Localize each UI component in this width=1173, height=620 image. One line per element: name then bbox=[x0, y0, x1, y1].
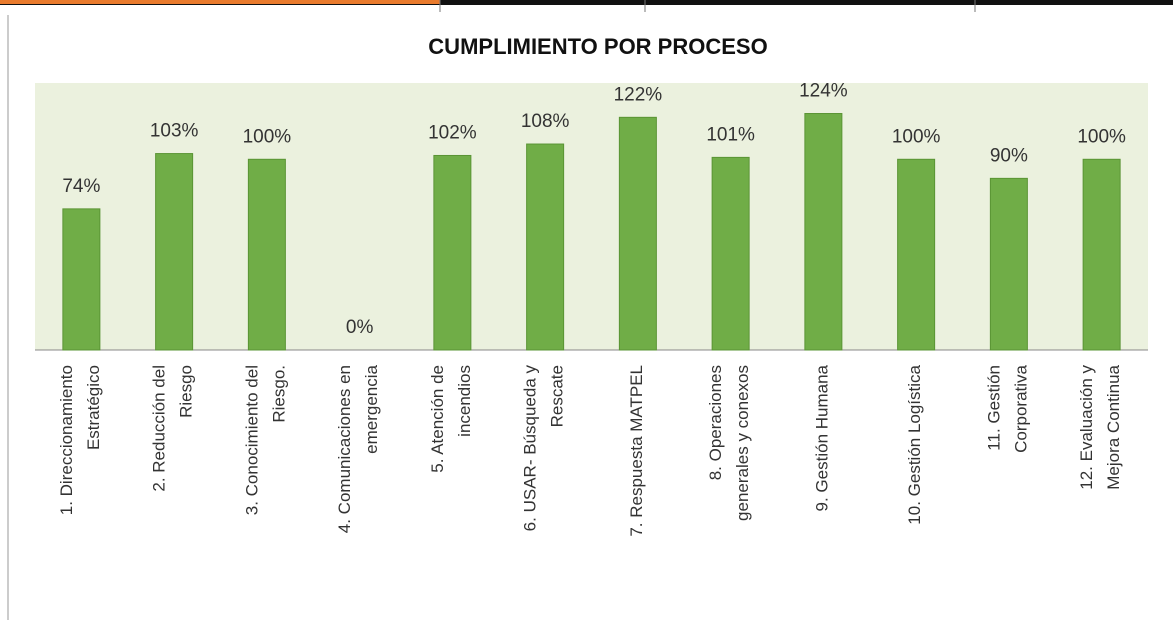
x-tick-label: 2. Reducción del Riesgo bbox=[150, 365, 196, 492]
data-label: 101% bbox=[706, 124, 755, 145]
bar bbox=[526, 143, 565, 351]
data-label: 100% bbox=[243, 126, 292, 147]
x-tick-label: 5. Atención de incendios bbox=[428, 365, 474, 473]
data-label: 108% bbox=[521, 111, 570, 132]
x-tick-label: 11. Gestión Corporativa bbox=[985, 364, 1031, 452]
bar bbox=[804, 113, 843, 351]
bar bbox=[62, 208, 101, 351]
data-label: 100% bbox=[892, 126, 941, 147]
bar bbox=[433, 154, 472, 351]
x-tick-label: 10. Gestión Logística bbox=[906, 364, 925, 524]
top-accent bbox=[0, 0, 440, 4]
x-tick-label: 6. USAR- Búsqueda y Rescate bbox=[521, 365, 567, 532]
chart-title: CUMPLIMIENTO POR PROCESO bbox=[428, 34, 767, 59]
bar bbox=[618, 116, 657, 351]
data-label: 90% bbox=[990, 145, 1028, 166]
bar bbox=[897, 158, 936, 351]
data-label: 74% bbox=[62, 176, 100, 197]
x-tick-label: 3. Conocimiento del Riesgo. bbox=[243, 365, 289, 515]
top-border bbox=[0, 0, 1173, 5]
bar bbox=[711, 156, 750, 351]
data-label: 0% bbox=[346, 317, 374, 338]
data-label: 100% bbox=[1077, 126, 1126, 147]
data-label: 122% bbox=[614, 84, 663, 105]
bar bbox=[1082, 158, 1121, 351]
x-tick-label: 12. Evaluación y Mejora Continua bbox=[1078, 364, 1124, 489]
x-tick-label: 8. Operaciones generales y conexos bbox=[707, 365, 753, 521]
plot-area bbox=[35, 83, 1148, 350]
bar bbox=[989, 177, 1028, 351]
data-label: 103% bbox=[150, 121, 199, 142]
x-tick-label: 1. Direccionamiento Estratégico bbox=[57, 365, 103, 515]
data-label: 102% bbox=[428, 122, 477, 143]
bar bbox=[155, 153, 194, 351]
x-tick-label: 9. Gestión Humana bbox=[813, 364, 832, 511]
data-label: 124% bbox=[799, 81, 848, 102]
x-tick-label: 4. Comunicaciones en emergencia bbox=[336, 364, 382, 533]
bar bbox=[247, 158, 286, 351]
x-tick-label: 7. Respuesta MATPEL bbox=[627, 365, 646, 537]
